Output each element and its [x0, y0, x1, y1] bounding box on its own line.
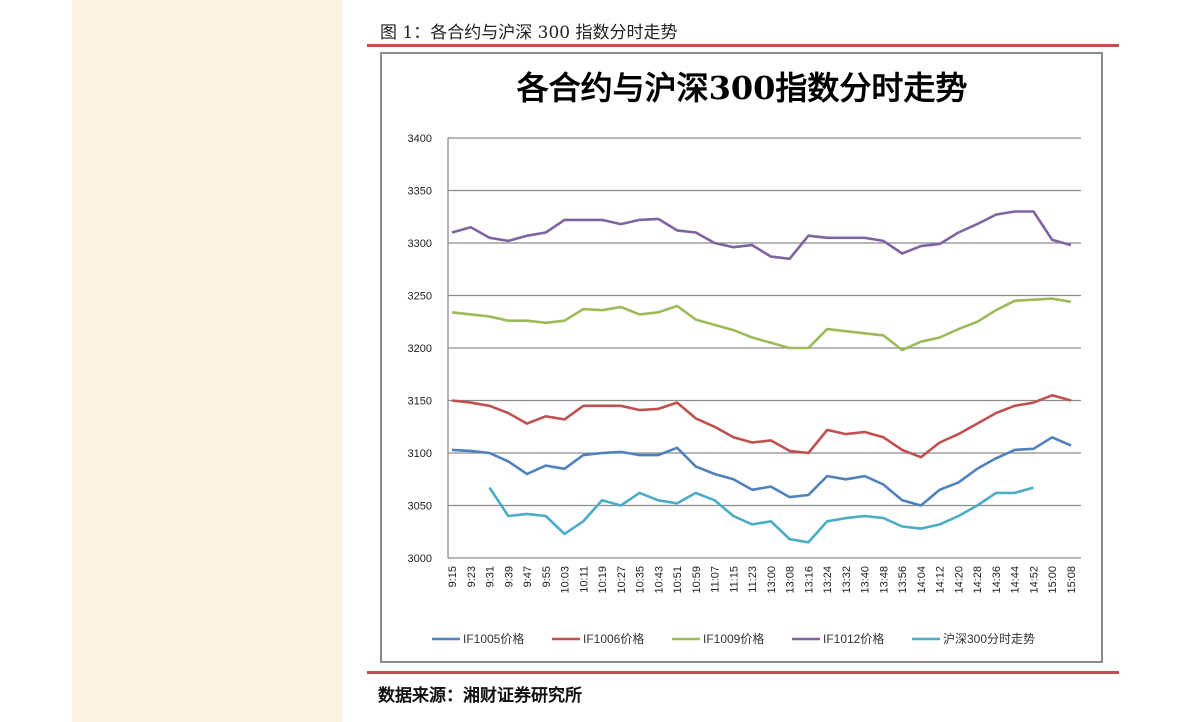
x-tick-label: 13:48: [878, 566, 890, 594]
x-tick-label: 13:00: [766, 566, 778, 594]
legend-label: 沪深300分时走势: [943, 632, 1035, 646]
side-panel: [72, 0, 342, 722]
x-tick-label: 13:08: [785, 566, 797, 594]
x-tick-label: 11:07: [710, 566, 722, 593]
x-tick-label: 9:47: [522, 566, 534, 587]
x-tick-label: 10:43: [653, 566, 665, 594]
series-line: [451, 394, 1072, 459]
legend-label: IF1006价格: [583, 631, 644, 646]
legend-label: IF1005价格: [463, 631, 524, 646]
x-tick-label: 14:52: [1028, 566, 1040, 594]
x-tick-label: 10:19: [597, 566, 609, 594]
series-line: [451, 436, 1072, 507]
x-tick-label: 14:12: [935, 566, 947, 594]
y-tick-label: 3000: [408, 553, 432, 565]
x-tick-label: 15:08: [1066, 566, 1078, 594]
y-tick-label: 3100: [408, 448, 432, 460]
x-tick-label: 14:28: [972, 566, 984, 594]
y-tick-label: 3350: [408, 186, 432, 198]
x-tick-label: 14:44: [1010, 566, 1022, 594]
series-line: [488, 486, 1034, 544]
x-tick-label: 14:20: [953, 566, 965, 594]
x-tick-label: 9:39: [503, 566, 515, 587]
series-line: [451, 297, 1072, 352]
chart-title: 各合约与沪深300指数分时走势: [517, 69, 968, 107]
bottom-rule: [367, 671, 1119, 674]
x-tick-label: 14:36: [991, 566, 1003, 594]
x-tick-label: 10:11: [578, 566, 590, 593]
y-tick-label: 3250: [408, 291, 432, 303]
x-tick-label: 15:00: [1047, 566, 1059, 594]
x-tick-label: 13:24: [822, 566, 834, 594]
x-tick-label: 10:51: [672, 566, 684, 594]
x-tick-label: 9:15: [447, 566, 459, 587]
x-tick-label: 9:55: [541, 566, 553, 587]
figure-caption: 图 1：各合约与沪深 300 指数分时走势: [380, 23, 678, 43]
legend-label: IF1009价格: [703, 631, 764, 646]
chart-frame: 各合约与沪深300指数分时走势 3000 3050 3100 3150 3200 3250…: [380, 52, 1103, 663]
top-rule: [367, 44, 1119, 47]
series-line: [451, 210, 1072, 261]
x-tick-label: 10:03: [560, 566, 572, 594]
x-tick-label: 14:04: [916, 566, 928, 594]
y-tick-label: 3050: [408, 501, 432, 513]
x-tick-label: 9:31: [485, 566, 497, 587]
x-tick-label: 13:16: [803, 566, 815, 594]
x-tick-label: 13:32: [841, 566, 853, 594]
x-tick-label: 13:40: [860, 566, 872, 594]
line-chart: 各合约与沪深300指数分时走势 3000 3050 3100 3150 3200 3250…: [408, 69, 1081, 646]
x-tick-label: 10:59: [691, 566, 703, 594]
legend-label: IF1012价格: [823, 631, 884, 646]
x-tick-label: 11:15: [728, 566, 740, 593]
x-tick-label: 10:27: [616, 566, 628, 594]
x-tick-label: 9:23: [466, 566, 478, 587]
x-tick-label: 10:35: [635, 566, 647, 594]
y-tick-label: 3150: [408, 396, 432, 408]
data-source: 数据来源：湘财证券研究所: [378, 686, 582, 706]
y-tick-label: 3400: [408, 133, 432, 145]
y-tick-label: 3200: [408, 343, 432, 355]
x-tick-label: 13:56: [897, 566, 909, 594]
y-tick-label: 3300: [408, 238, 432, 250]
x-tick-label: 11:23: [747, 566, 759, 593]
